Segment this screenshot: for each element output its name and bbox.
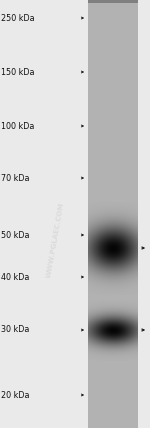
Text: 250 kDa: 250 kDa <box>1 14 35 23</box>
Text: 30 kDa: 30 kDa <box>1 326 29 335</box>
Text: 70 kDa: 70 kDa <box>1 173 30 182</box>
Text: 40 kDa: 40 kDa <box>1 273 29 282</box>
Text: 20 kDa: 20 kDa <box>1 390 30 399</box>
Text: 150 kDa: 150 kDa <box>1 68 34 77</box>
Text: 100 kDa: 100 kDa <box>1 122 34 131</box>
Text: WWW.PGLAEC.COM: WWW.PGLAEC.COM <box>45 202 65 278</box>
Text: 50 kDa: 50 kDa <box>1 231 30 240</box>
